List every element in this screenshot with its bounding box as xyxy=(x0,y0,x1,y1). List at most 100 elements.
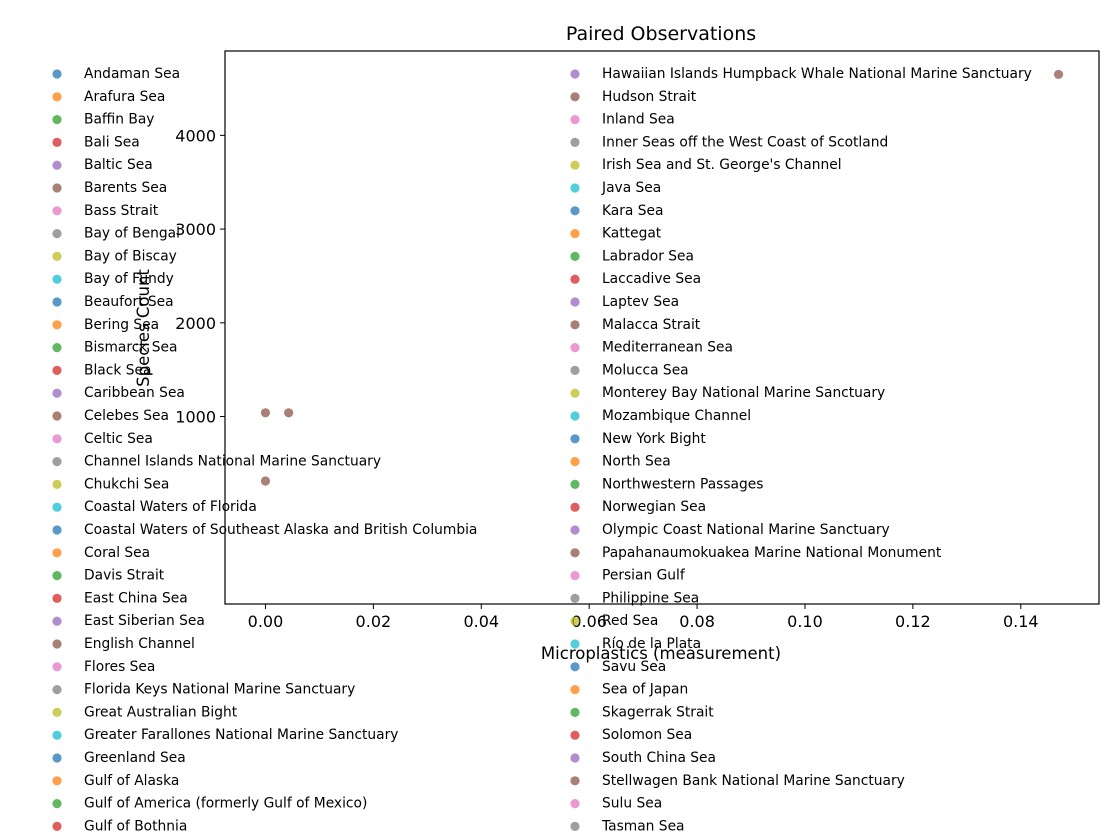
data-points xyxy=(260,69,1064,486)
legend-marker xyxy=(570,616,580,626)
legend-entry: Inland Sea xyxy=(602,112,675,128)
legend-entry: Inner Seas off the West Coast of Scotlan… xyxy=(602,134,888,150)
legend-entry: Philippine Sea xyxy=(602,590,699,606)
data-point xyxy=(260,476,271,486)
legend-entry: Celtic Sea xyxy=(84,431,153,447)
legend-marker xyxy=(52,297,62,307)
legend-entry: Northwestern Passages xyxy=(602,476,763,492)
legend-entry: Arafura Sea xyxy=(84,89,165,105)
legend-marker xyxy=(570,548,580,558)
legend-marker xyxy=(52,92,62,102)
legend-marker xyxy=(52,434,62,444)
legend-entry: Bay of Bengal xyxy=(84,226,180,242)
legend-entry: South China Sea xyxy=(602,750,716,766)
legend-entry: East Siberian Sea xyxy=(84,613,205,629)
x-tick-label: 0.02 xyxy=(356,612,392,631)
legend-marker xyxy=(52,525,62,535)
legend-marker xyxy=(52,411,62,421)
legend-marker xyxy=(570,229,580,239)
legend-entry: Baffin Bay xyxy=(84,112,154,128)
legend-marker xyxy=(52,274,62,284)
legend-marker xyxy=(52,799,62,809)
legend-entry: Stellwagen Bank National Marine Sanctuar… xyxy=(602,773,905,789)
legend-entry: Laccadive Sea xyxy=(602,271,701,287)
legend-marker xyxy=(52,251,62,261)
x-tick-label: 0.14 xyxy=(1003,612,1039,631)
legend-entry: Mozambique Channel xyxy=(602,408,751,424)
legend-entry: East China Sea xyxy=(84,590,188,606)
legend-marker xyxy=(570,593,580,604)
legend-marker xyxy=(52,707,62,718)
legend-entry: North Sea xyxy=(602,454,671,470)
legend-entry: Persian Gulf xyxy=(602,568,686,584)
legend-marker xyxy=(52,479,62,489)
legend-marker xyxy=(570,821,580,832)
legend-entry: Great Australian Bight xyxy=(84,704,238,720)
legend-entry: Norwegian Sea xyxy=(602,499,706,515)
legend-marker xyxy=(570,160,580,170)
y-tick-label: 1000 xyxy=(175,408,216,427)
legend-marker xyxy=(52,662,62,672)
legend-entry: Monterey Bay National Marine Sanctuary xyxy=(602,385,885,401)
legend-entry: Papahanaumokuakea Marine National Monume… xyxy=(602,545,942,561)
legend-marker xyxy=(52,571,62,581)
legend-entry: Baltic Sea xyxy=(84,157,153,173)
y-axis: 1000 2000 3000 4000 xyxy=(175,126,225,427)
legend-entry: Skagerrak Strait xyxy=(602,704,714,720)
legend-entry: Kara Sea xyxy=(602,203,663,219)
legend-marker xyxy=(570,685,580,695)
legend-entry: Irish Sea and St. George's Channel xyxy=(602,157,842,173)
legend-marker xyxy=(570,776,580,786)
x-tick-label: 0.10 xyxy=(787,612,823,631)
legend-entry: Bay of Fundy xyxy=(84,271,174,287)
y-axis-label: Species Count xyxy=(134,269,153,387)
legend-entry: Florida Keys National Marine Sanctuary xyxy=(84,682,355,698)
legend-entry: New York Bight xyxy=(602,431,706,447)
legend-marker xyxy=(570,707,580,718)
legend-entry: Coral Sea xyxy=(84,545,150,561)
legend-marker xyxy=(52,69,62,79)
legend-entry: Gulf of Bothnia xyxy=(84,818,187,834)
x-tick-label: 0.06 xyxy=(571,612,607,631)
legend-entry: Molucca Sea xyxy=(602,362,689,378)
legend-marker xyxy=(570,343,580,353)
y-tick-label: 3000 xyxy=(175,220,216,239)
legend-marker xyxy=(570,753,580,763)
legend-entry: Greenland Sea xyxy=(84,750,186,766)
legend-marker xyxy=(570,639,580,649)
legend-marker xyxy=(570,297,580,307)
legend-entry: Bismarck Sea xyxy=(84,340,177,356)
x-axis: 0.00 0.02 0.04 0.06 0.08 0.10 0.12 0.14 xyxy=(248,604,1039,631)
legend-entry: Malacca Strait xyxy=(602,317,701,333)
legend-marker xyxy=(52,639,62,649)
legend-marker xyxy=(52,365,62,375)
chart-title: Paired Observations xyxy=(566,23,756,45)
x-tick-label: 0.12 xyxy=(895,612,931,631)
legend-entry: Bering Sea xyxy=(84,317,159,333)
legend-entry: Flores Sea xyxy=(84,659,155,675)
legend-entry: Red Sea xyxy=(602,613,658,629)
legend-entry: Bay of Biscay xyxy=(84,248,177,264)
legend-entry: Channel Islands National Marine Sanctuar… xyxy=(84,454,381,470)
legend-entry: Andaman Sea xyxy=(84,66,180,82)
legend-marker xyxy=(570,137,580,147)
x-tick-label: 0.04 xyxy=(463,612,499,631)
x-tick-label: 0.08 xyxy=(679,612,715,631)
legend-marker xyxy=(570,730,580,740)
legend-entry: Gulf of America (formerly Gulf of Mexico… xyxy=(84,796,367,812)
data-point xyxy=(284,408,294,418)
legend-entry: Chukchi Sea xyxy=(84,476,169,492)
legend-marker xyxy=(52,320,62,330)
legend-entry: Hudson Strait xyxy=(602,89,697,105)
legend-marker xyxy=(570,799,580,809)
data-point xyxy=(260,408,271,418)
legend-marker xyxy=(570,502,580,512)
legend-marker xyxy=(570,571,580,581)
legend-entry: Barents Sea xyxy=(84,180,167,196)
legend: Andaman Sea Arafura Sea Baffin Bay Bali Sea… xyxy=(52,66,1032,834)
legend-entry: Río de la Plata xyxy=(602,636,701,652)
legend-entry: Davis Strait xyxy=(84,568,165,584)
legend-entry: Olympic Coast National Marine Sanctuary xyxy=(602,522,890,538)
legend-marker xyxy=(570,365,580,375)
